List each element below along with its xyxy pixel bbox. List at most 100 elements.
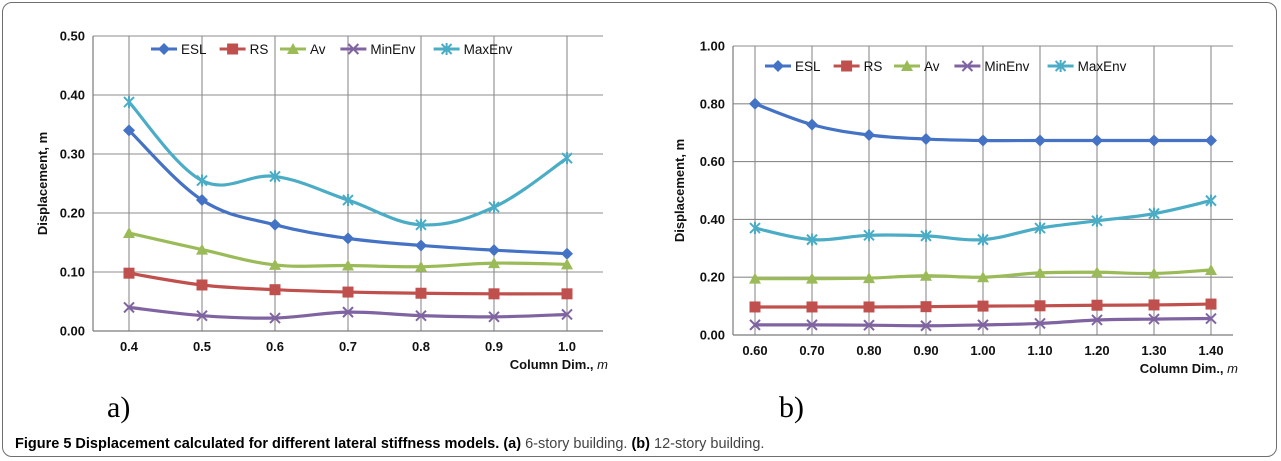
chart-b-series-rs-point <box>1091 299 1103 311</box>
chart-a-legend-minenv-marker <box>347 43 360 55</box>
chart-a-series-rs-point <box>415 287 427 299</box>
chart-a-x-tick-label: 0.4 <box>120 339 139 354</box>
chart-a-series-esl <box>123 124 573 260</box>
chart-b-series-minenv-point <box>920 320 932 332</box>
chart-a-series-minenv-point <box>123 301 135 314</box>
chart-a-gridlines <box>93 35 603 332</box>
chart-b-x-tick-label: 1.20 <box>1084 343 1109 358</box>
chart-b-series-av-point <box>749 272 761 284</box>
chart-a-series-esl-point <box>196 194 208 207</box>
chart-b-legend-maxenv-label: MaxEnv <box>1078 59 1127 74</box>
chart-a-series-maxenv-point <box>269 170 281 183</box>
chart-a-x-tick-label: 0.8 <box>412 339 430 354</box>
chart-b-series-rs <box>749 298 1217 313</box>
chart-b-x-axis-title: Column Dim., m <box>1140 361 1238 376</box>
chart-b-series-esl-point <box>1034 134 1046 147</box>
chart-a-y-tick-label: 0.40 <box>60 88 85 103</box>
panel-label-b: b) <box>779 391 804 424</box>
chart-b-x-tick-label: 0.60 <box>742 343 767 358</box>
chart-b-series-esl-point <box>1205 134 1217 147</box>
chart-b-y-tick-label: 1.00 <box>700 39 725 54</box>
chart-a-series-minenv <box>123 301 573 324</box>
chart-a-series-av-point <box>488 257 500 269</box>
chart-b-series-minenv-point <box>863 319 875 331</box>
chart-b-series-minenv-point <box>977 319 989 331</box>
chart-a-series-minenv-point <box>196 309 208 322</box>
chart-a-x-tick-label: 0.9 <box>485 339 503 354</box>
chart-b-series-maxenv-point <box>749 222 761 235</box>
chart-a-series-minenv-point <box>488 311 500 323</box>
chart-a-series-maxenv-point <box>196 174 208 187</box>
chart-b-series-rs-point <box>749 301 761 313</box>
chart-b-legend-minenv-marker <box>961 60 974 72</box>
chart-a-y-tick-label: 0.20 <box>60 206 85 221</box>
panel-label-a: a) <box>107 391 131 424</box>
chart-a-legend-rs-label: RS <box>250 42 269 57</box>
chart-a-series-minenv-point <box>561 308 573 321</box>
chart-b-series-minenv-point <box>806 319 818 331</box>
chart-b-legend-av-label: Av <box>924 59 940 74</box>
chart-b-x-tick-label: 1.30 <box>1141 343 1166 358</box>
caption-part-b-tag: (b) <box>631 436 650 452</box>
chart-b-series-rs-point <box>863 301 875 313</box>
chart-b-series-maxenv-point <box>1091 214 1103 227</box>
chart-b-series-esl-point <box>863 129 875 142</box>
chart-a-series-av-point <box>196 243 208 255</box>
chart-b-legend-esl-marker <box>772 60 784 72</box>
chart-a-legend-rs-marker <box>227 43 239 55</box>
chart-a-legend-minenv-label: MinEnv <box>370 42 415 57</box>
chart-b-y-tick-label: 0.40 <box>700 212 725 227</box>
chart-a-y-tick-label: 0.10 <box>60 265 85 280</box>
chart-b-y-tick-label: 0.60 <box>700 154 725 169</box>
chart-b-series-maxenv-point <box>806 233 818 246</box>
chart-a-series-rs-point <box>561 288 573 300</box>
chart-a-y-tick-label: 0.30 <box>60 147 85 162</box>
chart-b-series-rs-point <box>920 301 932 313</box>
chart-b-series-esl <box>749 97 1217 147</box>
chart-b-displacement-12-story: 0.00 0.20 0.40 0.60 0.80 1.00 0.60 0.70 0.80 0.90… <box>672 39 1238 377</box>
caption-part-a-tag: (a) <box>503 436 522 452</box>
chart-b-series-av-point <box>806 272 818 284</box>
chart-b-series-maxenv-point <box>863 229 875 242</box>
chart-a-series-esl-point <box>415 239 427 252</box>
chart-a-series-esl-point <box>561 247 573 260</box>
chart-b-y-tick-label: 0.80 <box>700 96 725 111</box>
chart-b-series-esl-point <box>920 133 932 146</box>
chart-a-legend: ESL RS Av MinEnv MaxEnv <box>151 42 513 57</box>
chart-b-series-av-point <box>863 272 875 284</box>
chart-b-series-av <box>749 263 1217 284</box>
chart-b-series-av-point <box>1034 266 1046 278</box>
chart-a-series-minenv-point <box>269 312 281 324</box>
chart-b-series-maxenv-point <box>1034 222 1046 235</box>
chart-b-x-tick-label: 1.40 <box>1198 343 1223 358</box>
chart-b-series-maxenv-point <box>920 229 932 242</box>
chart-b-series-maxenv-point <box>1148 207 1160 220</box>
caption-lead: Figure 5 Displacement calculated for dif… <box>15 436 500 452</box>
chart-a-series-maxenv-point <box>561 152 573 165</box>
figure-caption: Figure 5 Displacement calculated for dif… <box>15 436 764 452</box>
chart-a-legend-maxenv-label: MaxEnv <box>464 42 513 57</box>
caption-part-a-text: 6-story building. <box>525 436 628 452</box>
chart-b-x-tick-label: 0.70 <box>799 343 824 358</box>
chart-a-displacement-6-story: 0.00 0.10 0.20 0.30 0.40 0.50 0.4 0.5 0.6 0.7 0.8 0… <box>35 29 608 373</box>
chart-b-x-tick-label: 1.00 <box>970 343 995 358</box>
chart-b-gridlines <box>733 45 1233 336</box>
chart-a-series-rs-point <box>123 267 135 279</box>
chart-b-series-esl-point <box>1148 134 1160 147</box>
chart-a-legend-esl-marker <box>158 43 170 55</box>
chart-b-series-esl-point <box>977 134 989 147</box>
chart-a-x-tick-label: 1.0 <box>558 339 576 354</box>
chart-a-x-axis-title: Column Dim., m <box>510 357 608 372</box>
chart-b-series-av-point <box>1091 266 1103 278</box>
chart-a-series-av <box>123 227 573 272</box>
chart-a-series-esl-point <box>269 218 281 231</box>
chart-b-legend-av-marker <box>901 60 913 71</box>
chart-a-series-rs-point <box>196 279 208 291</box>
chart-a-legend-maxenv-marker <box>440 43 453 55</box>
chart-a-x-tick-label: 0.5 <box>193 339 211 354</box>
chart-a-legend-av-marker <box>287 43 299 54</box>
chart-b-series-esl-point <box>749 97 761 110</box>
chart-a-series-minenv-point <box>415 309 427 322</box>
chart-a-series-av-point <box>342 259 354 271</box>
